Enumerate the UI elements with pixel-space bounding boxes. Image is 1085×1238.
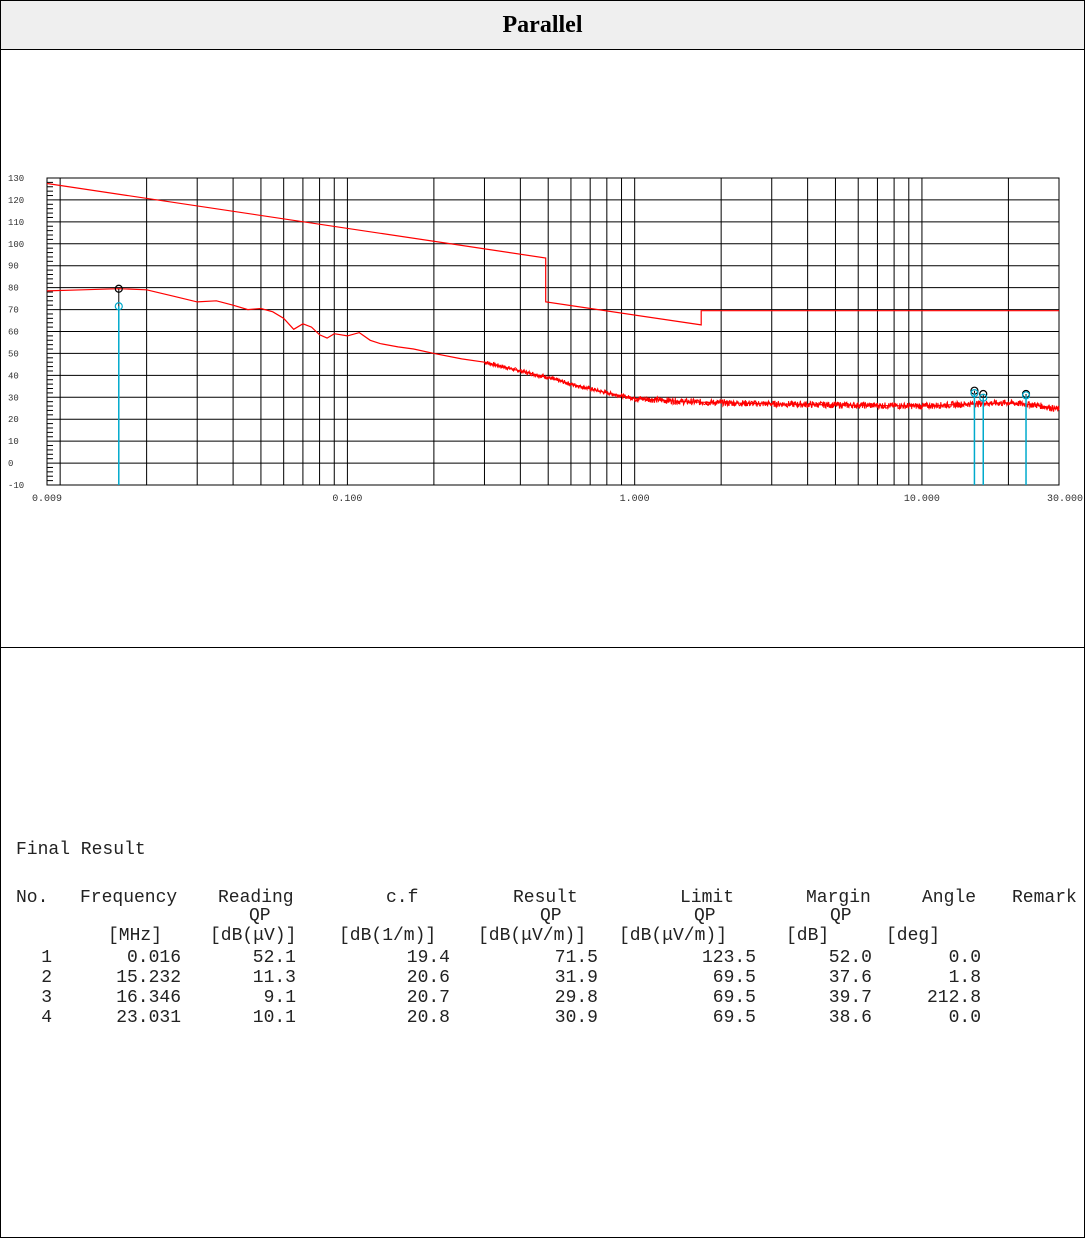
y-tick-label: 100 xyxy=(8,240,24,250)
x-tick-label: 0.100 xyxy=(332,494,362,505)
y-tick-label: 130 xyxy=(8,174,24,184)
table-header: Angle xyxy=(922,888,977,908)
emission-trace xyxy=(46,288,1060,410)
table-cell: 212.8 xyxy=(926,988,981,1008)
x-tick-label: 0.009 xyxy=(32,494,62,505)
table-cell: 2 xyxy=(41,968,52,988)
plot-area xyxy=(46,177,1060,486)
emission-noise xyxy=(484,360,1060,412)
table-cell: 4 xyxy=(41,1008,52,1028)
table-unit: [dB] xyxy=(786,926,830,946)
y-tick-label: 30 xyxy=(8,393,19,403)
table-header: Frequency xyxy=(80,888,178,908)
table-subheader: QP xyxy=(830,906,852,926)
peak-marker xyxy=(114,284,123,293)
x-tick-label: 10.000 xyxy=(904,494,940,505)
table-unit: [MHz] xyxy=(108,926,163,946)
y-tick-label: 50 xyxy=(8,349,19,359)
table-cell: 52.0 xyxy=(828,948,872,968)
y-tick-label: 0 xyxy=(8,459,13,469)
table-unit: [deg] xyxy=(886,926,941,946)
table-cell: 19.4 xyxy=(406,948,450,968)
table-header: c.f xyxy=(386,888,419,908)
table-cell: 3 xyxy=(41,988,52,1008)
table-cell: 52.1 xyxy=(252,948,296,968)
table-unit: [dB(μV)] xyxy=(210,926,297,946)
y-tick-label: 90 xyxy=(8,262,19,272)
table-cell: 0.0 xyxy=(948,948,981,968)
y-tick-label: 110 xyxy=(8,218,24,228)
table-header: Margin xyxy=(806,888,871,908)
table-unit: [dB(μV/m)] xyxy=(478,926,587,946)
table-cell: 20.6 xyxy=(406,968,450,988)
section-divider xyxy=(1,647,1084,648)
qp-marker xyxy=(979,393,988,402)
x-tick-label: 30.000 xyxy=(1047,494,1083,505)
table-cell: 15.232 xyxy=(116,968,181,988)
y-tick-label: 120 xyxy=(8,196,24,206)
table-cell: 16.346 xyxy=(116,988,181,1008)
table-cell: 69.5 xyxy=(712,1008,756,1028)
table-cell: 29.8 xyxy=(554,988,598,1008)
table-cell: 123.5 xyxy=(701,948,756,968)
y-tick-label: 40 xyxy=(8,371,19,381)
peak-marker xyxy=(979,389,988,399)
x-tick-label: 1.000 xyxy=(620,494,650,505)
table-cell: 38.6 xyxy=(828,1008,872,1028)
page-title: Parallel xyxy=(1,1,1084,50)
table-cell: 0.0 xyxy=(948,1008,981,1028)
table-subheader: QP xyxy=(249,906,271,926)
y-tick-label: 10 xyxy=(8,437,19,447)
table-cell: 9.1 xyxy=(263,988,296,1008)
table-cell: 31.9 xyxy=(554,968,598,988)
table-cell: 0.016 xyxy=(126,948,181,968)
table-header: Limit xyxy=(680,888,735,908)
final-result-section: Final Result No. Frequency Reading c.f Resul… xyxy=(16,840,1077,1028)
table-subheader: QP xyxy=(694,906,716,926)
qp-marker xyxy=(1021,391,1031,400)
table-cell: 71.5 xyxy=(554,948,598,968)
y-tick-label: 60 xyxy=(8,328,19,338)
table-cell: 20.8 xyxy=(406,1008,450,1028)
table-cell: 69.5 xyxy=(712,968,756,988)
qp-marker xyxy=(970,389,979,398)
y-tick-label: 20 xyxy=(8,415,19,425)
table-cell: 23.031 xyxy=(116,1008,181,1028)
table-cell: 39.7 xyxy=(828,988,872,1008)
limit-line xyxy=(46,182,1059,326)
qp-marker xyxy=(114,302,123,311)
table-cell: 69.5 xyxy=(712,988,756,1008)
table-cell: 10.1 xyxy=(252,1008,296,1028)
y-tick-label: 70 xyxy=(8,306,19,316)
table-header: Remark xyxy=(1012,888,1077,908)
table-header: No. xyxy=(16,888,49,908)
table-subheader: QP xyxy=(540,906,562,926)
table-unit: [dB(μV/m)] xyxy=(619,926,728,946)
table-cell: 37.6 xyxy=(828,968,872,988)
table-header: Result xyxy=(513,888,578,908)
y-tick-label: 80 xyxy=(8,284,19,294)
table-header: Reading xyxy=(218,888,294,908)
table-cell: 30.9 xyxy=(554,1008,598,1028)
table-cell: 1.8 xyxy=(948,968,981,988)
table-cell: 20.7 xyxy=(406,988,450,1008)
table-cell: 11.3 xyxy=(252,968,296,988)
table-unit: [dB(1/m)] xyxy=(339,926,437,946)
table-cell: 1 xyxy=(41,948,52,968)
y-tick-label: -10 xyxy=(8,481,24,491)
final-result-title: Final Result xyxy=(16,840,146,860)
